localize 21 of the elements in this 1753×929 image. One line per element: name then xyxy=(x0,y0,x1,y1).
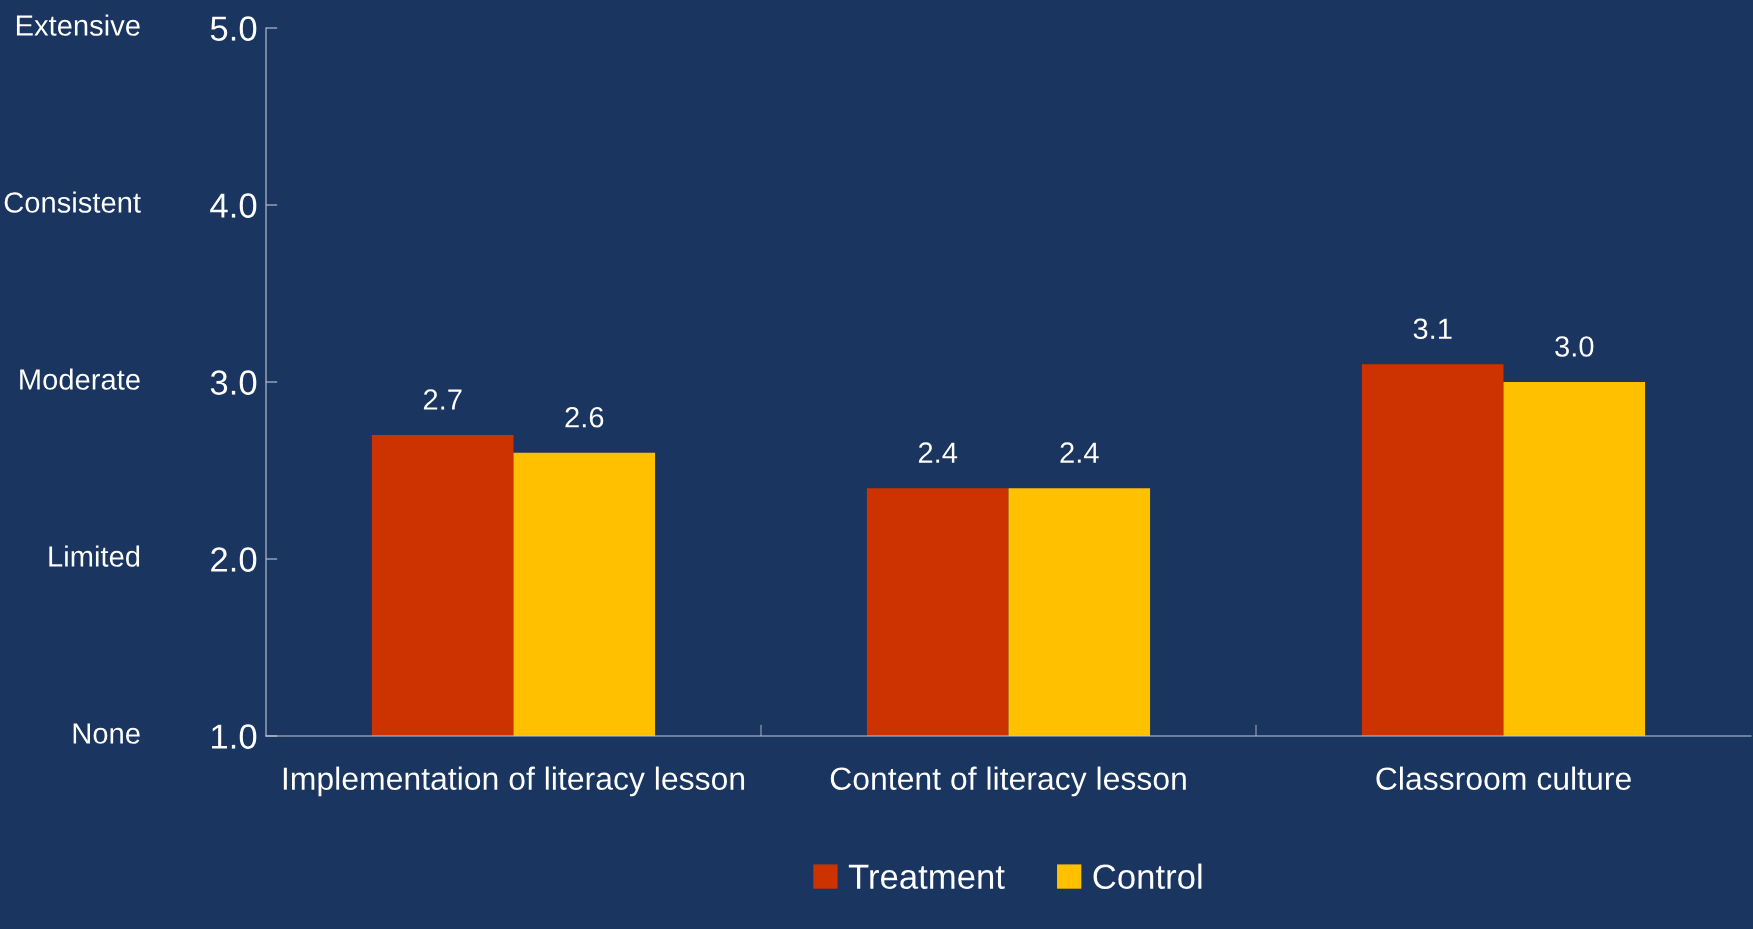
data-label: 3.1 xyxy=(1413,318,1452,340)
data-label: 2.4 xyxy=(918,442,958,463)
data-label: 2.7 xyxy=(423,389,462,410)
text: None xyxy=(73,723,140,744)
text: Moderate xyxy=(20,368,140,390)
y-tick-label: 3.0 xyxy=(210,370,257,395)
x-tick-label: Classroom culture xyxy=(1376,766,1631,791)
text: Consistent xyxy=(4,191,141,213)
y-tick-label: 4.0 xyxy=(210,193,257,218)
y-tick-label: 1.0 xyxy=(212,724,257,749)
text: Limited xyxy=(49,545,140,567)
data-label: 2.4 xyxy=(1060,442,1099,463)
legend-label: Control xyxy=(1093,863,1202,890)
data-label: 3.0 xyxy=(1555,336,1594,357)
y-tick-label: 5.0 xyxy=(210,16,257,41)
legend-label: Treatment xyxy=(848,864,1005,890)
data-label: 2.6 xyxy=(565,406,604,428)
x-tick-label: Content of literacy lesson xyxy=(830,766,1186,797)
y-tick-label: 2.0 xyxy=(211,547,257,572)
text: Extensive xyxy=(16,14,140,36)
x-tick-label: Implementation of literacy lesson xyxy=(283,766,745,797)
